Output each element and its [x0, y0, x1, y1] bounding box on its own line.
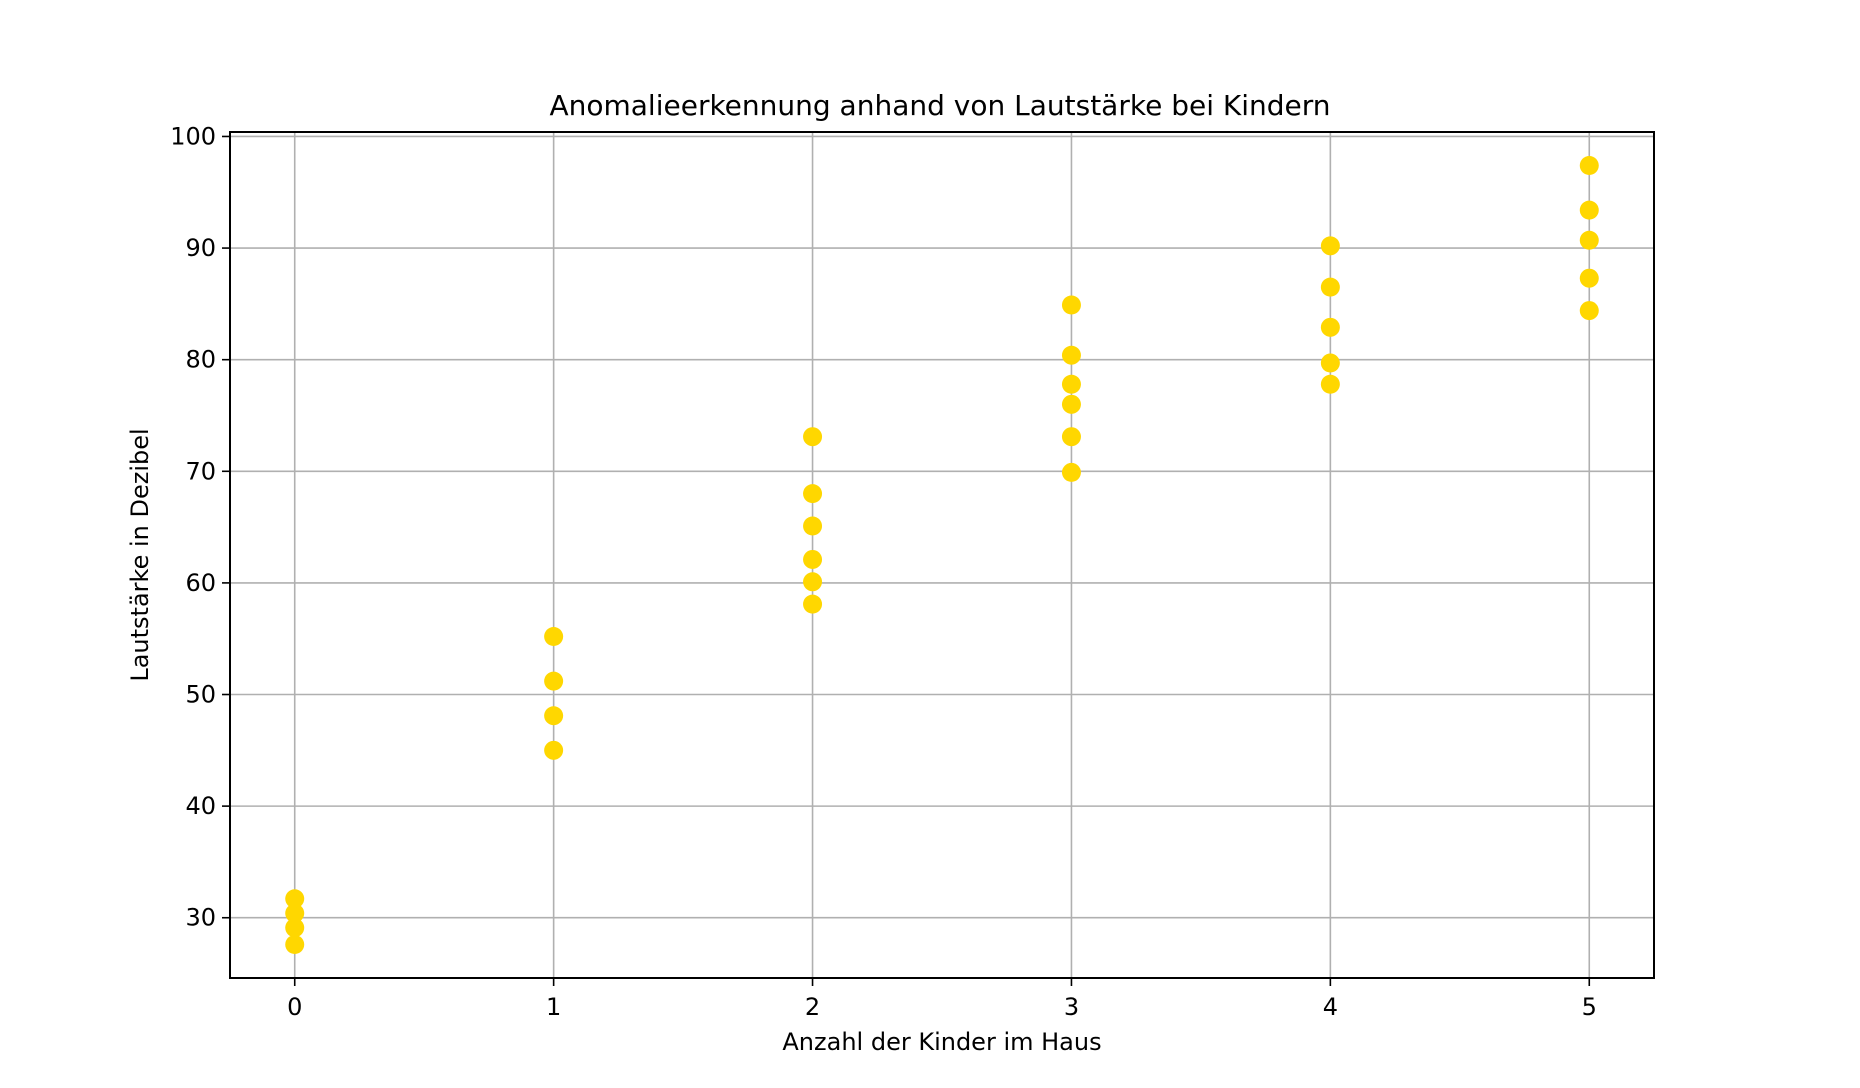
data-point — [1320, 236, 1340, 256]
plot-frame — [229, 131, 1655, 979]
y-tick-label: 30 — [185, 904, 216, 932]
data-point — [285, 918, 305, 938]
chart-title: Anomalieerkennung anhand von Lautstärke … — [549, 89, 1330, 122]
data-point — [1579, 301, 1599, 321]
data-point — [1579, 155, 1599, 175]
data-point — [803, 516, 823, 536]
data-point — [285, 889, 305, 909]
data-point — [1061, 295, 1081, 315]
y-axis-label: Lautstärke in Dezibel — [126, 428, 154, 681]
data-points — [285, 155, 1599, 955]
data-point — [1320, 317, 1340, 337]
data-point — [1579, 268, 1599, 288]
x-tick-label: 4 — [1323, 993, 1338, 1021]
data-point — [803, 427, 823, 447]
data-point — [1061, 427, 1081, 447]
data-point — [1320, 374, 1340, 394]
axis-ticks: 0 1 2 3 4 5 30 40 50 60 70 80 90 100 — [170, 122, 1597, 1021]
x-axis-label: Anzahl der Kinder im Haus — [782, 1028, 1101, 1056]
data-point — [1579, 200, 1599, 220]
data-point — [1061, 462, 1081, 482]
data-point — [544, 671, 564, 691]
data-point — [544, 740, 564, 760]
data-point — [1061, 345, 1081, 365]
data-point — [1061, 394, 1081, 414]
y-tick-label: 40 — [185, 792, 216, 820]
data-point — [803, 484, 823, 504]
y-tick-label: 70 — [185, 457, 216, 485]
data-point — [1061, 374, 1081, 394]
y-tick-label: 60 — [185, 569, 216, 597]
y-tick-label: 50 — [185, 681, 216, 709]
data-point — [1579, 230, 1599, 250]
x-tick-label: 0 — [287, 993, 302, 1021]
data-point — [1320, 277, 1340, 297]
data-point — [803, 594, 823, 614]
data-point — [1320, 353, 1340, 373]
y-tick-label: 80 — [185, 346, 216, 374]
y-tick-label: 100 — [170, 122, 216, 150]
x-tick-label: 2 — [805, 993, 820, 1021]
y-tick-label: 90 — [185, 234, 216, 262]
data-point — [803, 572, 823, 592]
data-point — [544, 626, 564, 646]
data-point — [285, 935, 305, 955]
x-tick-label: 1 — [546, 993, 561, 1021]
data-point — [544, 706, 564, 726]
x-tick-label: 3 — [1064, 993, 1079, 1021]
data-point — [285, 903, 305, 923]
data-point — [803, 549, 823, 569]
x-tick-label: 5 — [1582, 993, 1597, 1021]
